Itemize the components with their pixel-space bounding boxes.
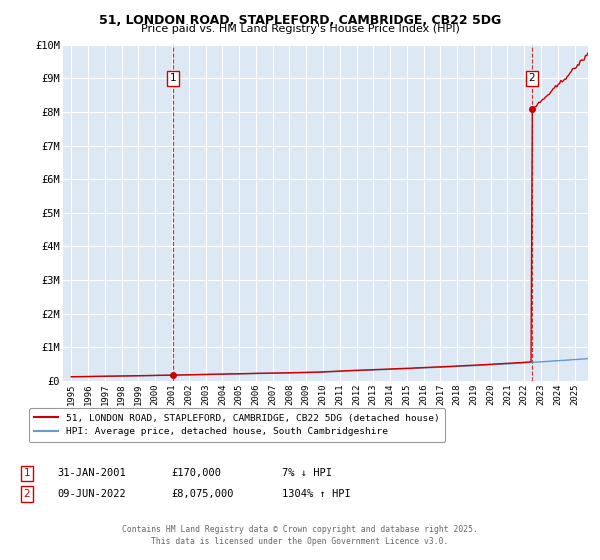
Text: £8,075,000: £8,075,000 <box>171 489 233 499</box>
Text: 2: 2 <box>23 489 31 499</box>
Text: 51, LONDON ROAD, STAPLEFORD, CAMBRIDGE, CB22 5DG: 51, LONDON ROAD, STAPLEFORD, CAMBRIDGE, … <box>99 14 501 27</box>
Text: £170,000: £170,000 <box>171 468 221 478</box>
Text: 1304% ↑ HPI: 1304% ↑ HPI <box>282 489 351 499</box>
Text: Contains HM Land Registry data © Crown copyright and database right 2025.
This d: Contains HM Land Registry data © Crown c… <box>122 525 478 546</box>
Text: 1: 1 <box>23 468 31 478</box>
Text: Price paid vs. HM Land Registry's House Price Index (HPI): Price paid vs. HM Land Registry's House … <box>140 24 460 34</box>
Text: 2: 2 <box>529 73 535 83</box>
Legend: 51, LONDON ROAD, STAPLEFORD, CAMBRIDGE, CB22 5DG (detached house), HPI: Average : 51, LONDON ROAD, STAPLEFORD, CAMBRIDGE, … <box>29 408 445 442</box>
Text: 31-JAN-2001: 31-JAN-2001 <box>57 468 126 478</box>
Text: 09-JUN-2022: 09-JUN-2022 <box>57 489 126 499</box>
Text: 1: 1 <box>170 73 176 83</box>
Text: 7% ↓ HPI: 7% ↓ HPI <box>282 468 332 478</box>
